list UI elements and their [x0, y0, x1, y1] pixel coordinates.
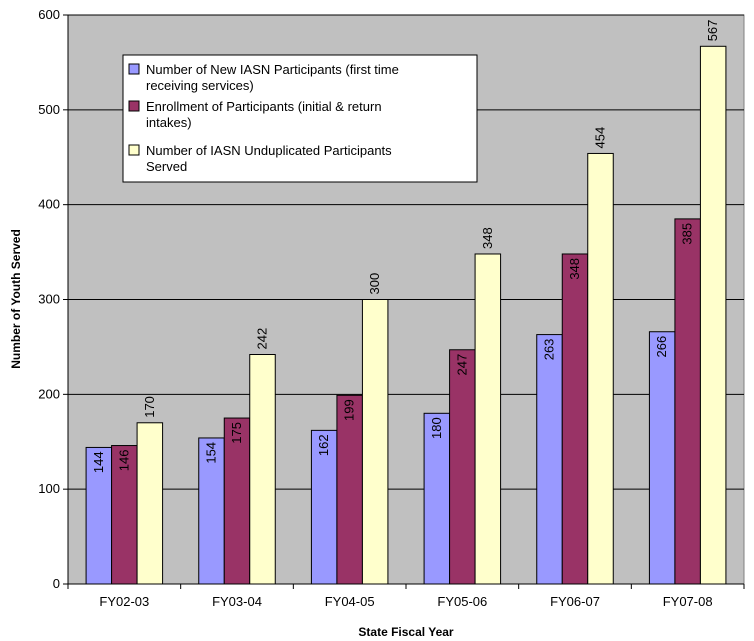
legend-label: Number of New IASN Participants (first t…: [146, 62, 399, 77]
data-label: 154: [204, 442, 219, 464]
data-label: 180: [429, 417, 444, 439]
data-label: 567: [705, 20, 720, 42]
data-label: 266: [654, 336, 669, 358]
data-label: 242: [255, 328, 270, 350]
legend-box: [122, 54, 478, 183]
bar: [699, 45, 727, 585]
data-label: 348: [480, 227, 495, 249]
y-tick-label: 300: [38, 292, 60, 307]
y-axis-title: Number of Youth Served: [9, 229, 23, 369]
legend-label: Served: [146, 159, 187, 174]
bar: [223, 417, 251, 585]
x-tick-label: FY05-06: [437, 594, 487, 609]
y-tick-label: 500: [38, 102, 60, 117]
legend-swatch: [128, 63, 140, 75]
bar: [136, 422, 164, 585]
bar: [449, 349, 476, 585]
bar: [674, 218, 701, 585]
data-label: 199: [342, 399, 357, 421]
legend-swatch: [128, 100, 140, 112]
x-tick-label: FY02-03: [99, 594, 149, 609]
y-tick-label: 400: [38, 197, 60, 212]
data-label: 348: [567, 258, 582, 280]
data-label: 170: [142, 396, 157, 418]
data-label: 385: [680, 223, 695, 245]
y-tick-label: 100: [38, 481, 60, 496]
x-axis-title: State Fiscal Year: [358, 625, 454, 639]
x-tick-label: FY03-04: [212, 594, 262, 609]
bar: [310, 429, 338, 585]
axes: 0 100 200 300 400 500 600 FY02-03 FY03-04 FY04-05…: [38, 7, 745, 609]
bar: [648, 331, 676, 585]
legend-swatch: [128, 144, 140, 156]
data-labels: 144 146 170 154 175 242 162 199 300 180 247 348 263 3…: [91, 20, 720, 474]
bar: [474, 253, 502, 585]
x-tick-label: FY06-07: [550, 594, 600, 609]
data-label: 144: [91, 451, 106, 473]
bar: [249, 354, 276, 585]
bar: [587, 152, 614, 585]
data-label: 300: [367, 273, 382, 295]
legend: Number of New IASN Participants (first t…: [122, 54, 478, 183]
bar: [423, 412, 451, 585]
y-tick-label: 0: [53, 576, 60, 591]
legend-label: Enrollment of Participants (initial & re…: [146, 99, 382, 114]
y-tick-label: 200: [38, 386, 60, 401]
bar: [361, 299, 389, 585]
x-tick-label: FY07-08: [663, 594, 713, 609]
data-label: 162: [316, 434, 331, 456]
x-tick-label: FY04-05: [325, 594, 375, 609]
bar: [336, 394, 363, 585]
bar: [198, 437, 225, 585]
data-label: 454: [593, 127, 608, 149]
data-label: 263: [542, 339, 557, 361]
data-label: 146: [116, 450, 131, 472]
bar: [536, 334, 563, 585]
legend-label: intakes): [146, 115, 192, 130]
data-label: 175: [229, 422, 244, 444]
legend-label: Number of IASN Unduplicated Participants: [146, 143, 392, 158]
legend-label: receiving services): [146, 78, 254, 93]
bars: [85, 45, 727, 585]
data-label: 247: [454, 354, 469, 376]
bar: [561, 253, 589, 585]
y-tick-label: 600: [38, 7, 60, 22]
